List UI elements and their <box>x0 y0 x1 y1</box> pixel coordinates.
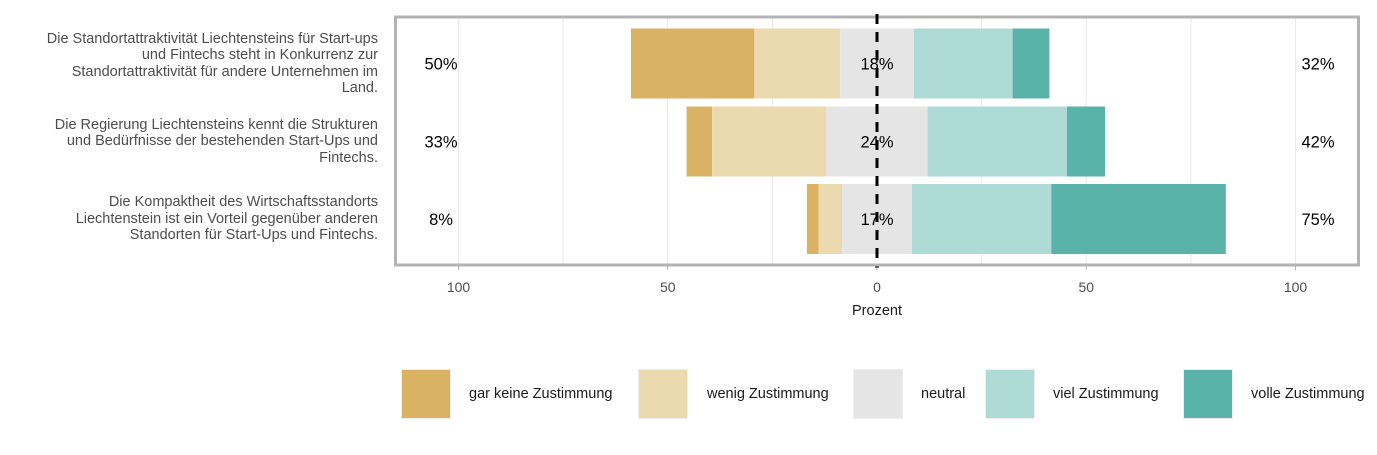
low-agreement-label: 50% <box>424 56 457 74</box>
bar-2-volle-zustimmung <box>1066 106 1106 177</box>
legend-key <box>985 369 1035 419</box>
x-axis-title: Prozent <box>852 303 902 319</box>
legend: gar keine Zustimmung wenig Zustimmung neut… <box>0 369 1377 421</box>
bar-1-volle-zustimmung <box>1012 28 1050 99</box>
bar-2-gar-keine-zustimmung <box>686 106 713 177</box>
bar-3-volle-zustimmung <box>1051 184 1226 254</box>
bar-1-wenig-zustimmung <box>754 28 841 99</box>
legend-key <box>1183 369 1233 419</box>
neutral-label: 17% <box>860 211 893 229</box>
x-tick-label: 100 <box>447 279 471 295</box>
bar-3-viel-zustimmung <box>911 184 1052 254</box>
legend-key <box>853 369 903 419</box>
bar-1-viel-zustimmung <box>913 28 1013 99</box>
question-label: Die Kompaktheit des Wirtschaftsstandorts… <box>75 194 378 244</box>
legend-label: volle Zustimmung <box>1251 386 1365 402</box>
low-agreement-label: 8% <box>429 211 453 229</box>
neutral-label: 18% <box>860 56 893 74</box>
percent-labels: 50% 18% 32% 33% 24% 42% 8% 17% 75% <box>424 56 1334 230</box>
bar-2-wenig-zustimmung <box>712 106 827 177</box>
x-tick-label: 50 <box>1078 279 1094 295</box>
bar-segments <box>630 28 1226 254</box>
legend-label: viel Zustimmung <box>1053 386 1159 402</box>
x-tick-label: 100 <box>1284 279 1308 295</box>
x-tick-label: 50 <box>660 279 676 295</box>
x-axis: 100 50 0 50 100 <box>447 265 1308 295</box>
bar-3-wenig-zustimmung <box>818 184 843 254</box>
high-agreement-label: 75% <box>1301 211 1334 229</box>
legend-label: wenig Zustimmung <box>707 386 829 402</box>
bar-1-gar-keine-zustimmung <box>630 28 755 99</box>
bar-3-gar-keine-zustimmung <box>806 184 819 254</box>
x-tick-label: 0 <box>873 279 881 295</box>
likert-chart: 50% 18% 32% 33% 24% 42% 8% 17% 75% 100 50 0 50 100 P… <box>394 14 1360 319</box>
high-agreement-label: 32% <box>1301 56 1334 74</box>
bar-2-viel-zustimmung <box>927 106 1067 177</box>
high-agreement-label: 42% <box>1301 134 1334 152</box>
legend-key <box>638 369 688 419</box>
question-label: Die Regierung Liechtensteins kennt die S… <box>54 116 378 166</box>
low-agreement-label: 33% <box>424 134 457 152</box>
neutral-label: 24% <box>860 134 893 152</box>
legend-label: gar keine Zustimmung <box>469 386 613 402</box>
question-label: Die Standortattraktivität Liechtensteins… <box>46 30 378 97</box>
legend-label: neutral <box>921 386 966 402</box>
legend-key <box>401 369 451 419</box>
